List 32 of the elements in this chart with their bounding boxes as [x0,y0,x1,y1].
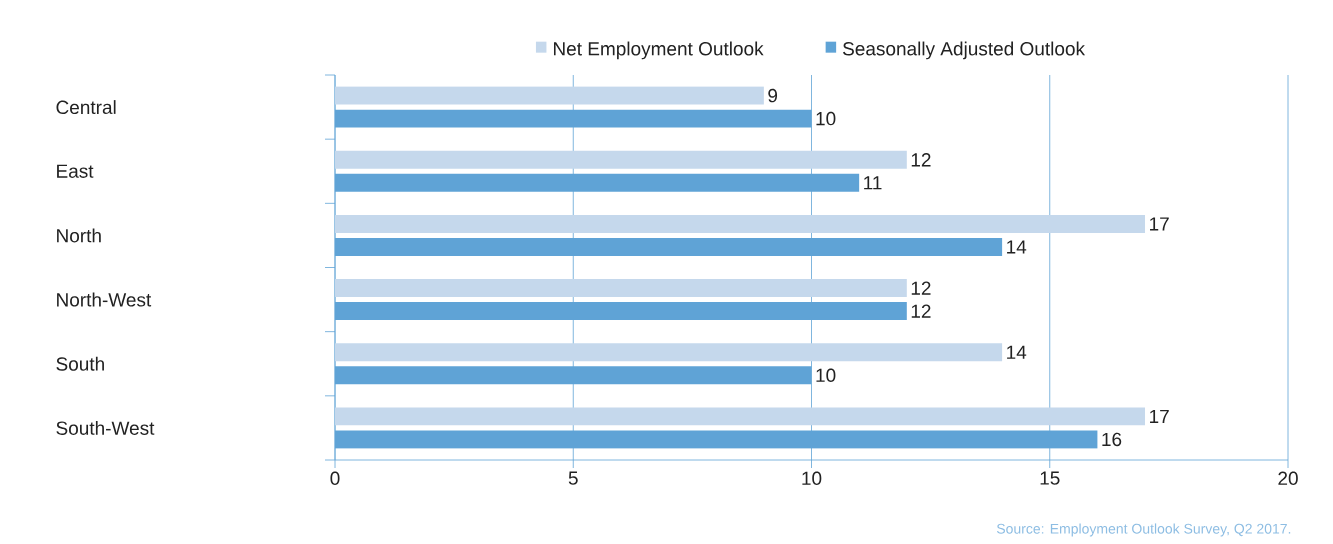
bar [335,214,1146,233]
y-tick-label: East [57,164,94,178]
y-tick-label: North-West [57,292,152,307]
bar [335,86,764,105]
bar [335,343,1003,362]
x-tick-label: 0 [330,471,340,485]
bar [335,150,907,169]
x-tick-label: 10 [802,471,822,485]
data-label: 17 [1150,409,1169,423]
data-label: 10 [816,111,836,126]
data-label: 14 [1007,240,1027,254]
bar [335,279,907,298]
y-tick-label: Central [56,100,116,115]
legend-label: Net Employment Outlook [553,41,764,60]
y-tick-label: South-West [56,420,155,435]
data-label: 14 [1007,345,1027,359]
legend-label: Seasonally Adjusted Outlook [843,41,1086,60]
y-tick-label: South [56,356,104,371]
x-tick-label: 15 [1040,471,1060,485]
data-label: 12 [911,153,931,167]
data-label: 11 [864,176,882,190]
x-tick-label: 20 [1278,471,1298,485]
data-label: 12 [911,304,931,318]
data-label: 10 [816,368,836,382]
source-note: Source: Employment Outlook Survey, Q2 2017. [996,523,1291,537]
data-label: 16 [1102,432,1122,447]
data-label: 9 [768,88,778,103]
x-tick-label: 5 [568,471,578,485]
data-label: 17 [1150,217,1169,231]
data-label: 12 [911,281,931,295]
bar [335,407,1146,426]
y-tick-label: North [57,228,101,243]
